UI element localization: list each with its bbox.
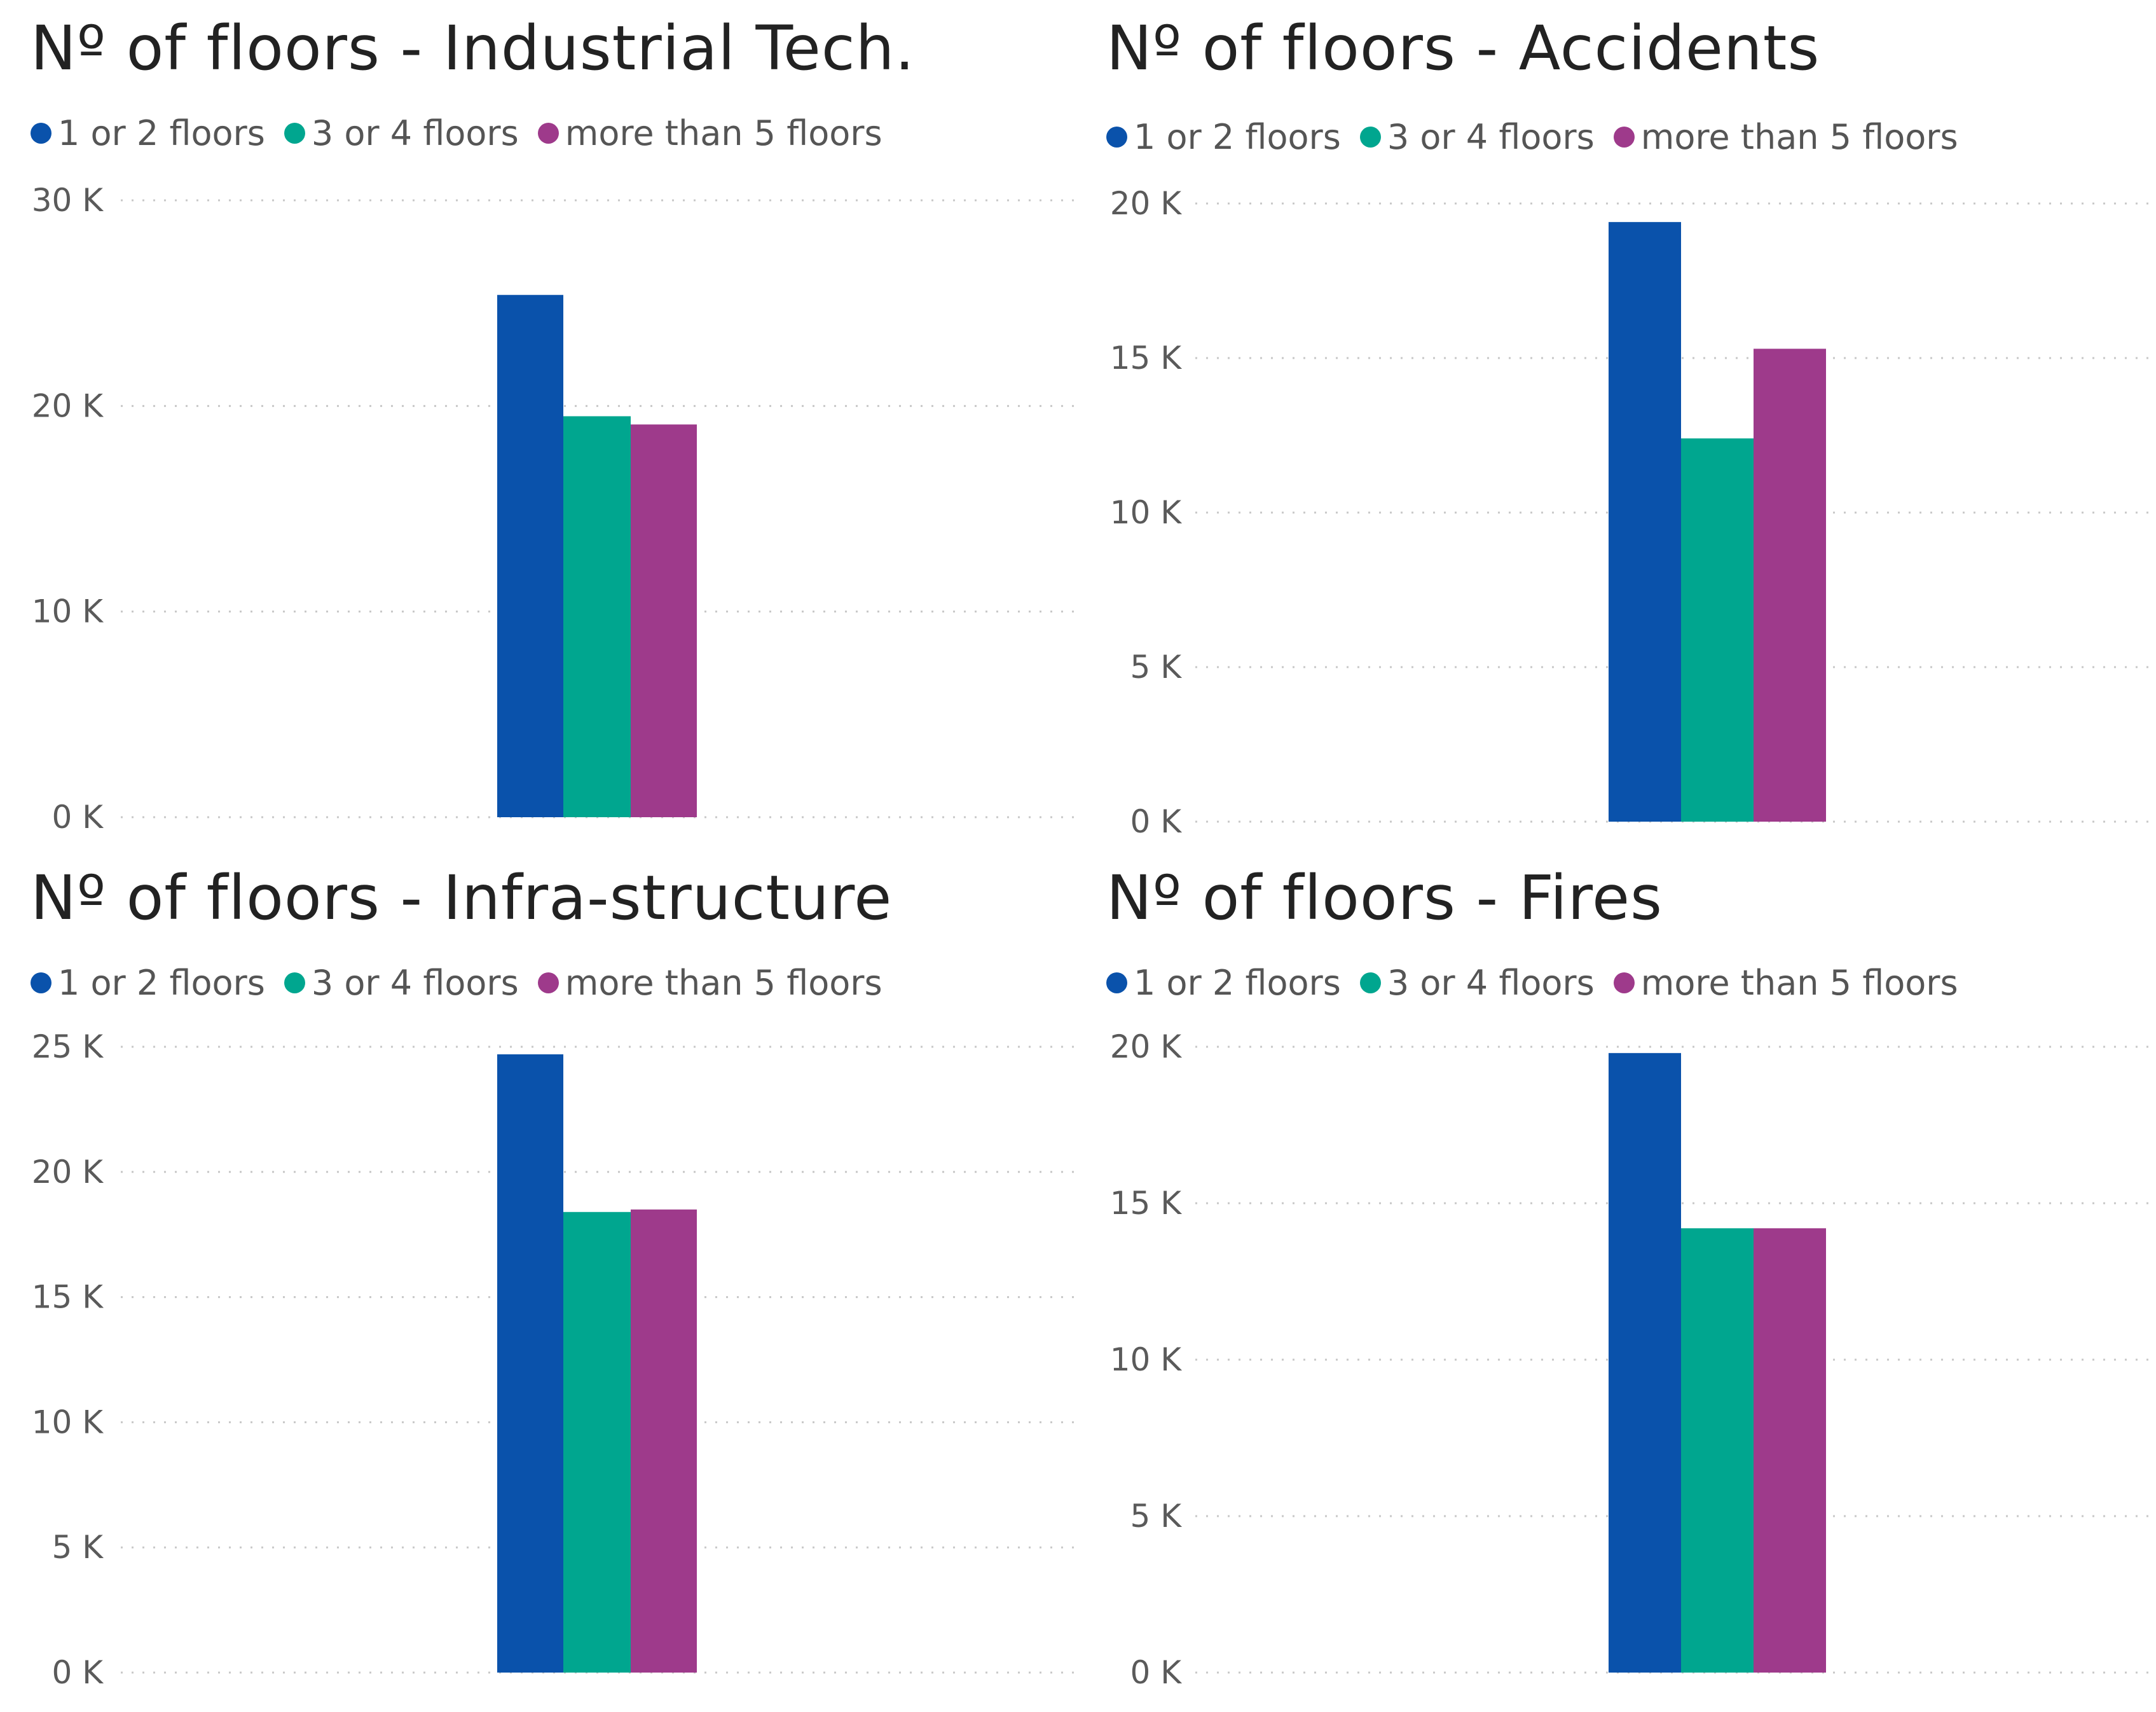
chart-plot: 0 K 5 K 10 K 15 K 20 K 25 K — [32, 1028, 1081, 1691]
chart-title: Nº of floors - Industrial Tech. — [31, 13, 915, 84]
y-tick-label: 15 K — [1110, 340, 1183, 376]
legend-dot-icon — [537, 123, 559, 144]
legend-dot-icon — [1359, 972, 1381, 993]
legend-dot-icon — [31, 123, 51, 144]
legend-dot-icon — [1106, 972, 1127, 993]
chart-title: Nº of floors - Infra-structure — [31, 862, 893, 934]
y-tick-label: 30 K — [32, 182, 104, 219]
legend-label: more than 5 floors — [565, 963, 882, 1003]
legend-item-more-than-5-floors[interactable]: more than 5 floors — [537, 113, 882, 153]
legend-dot-icon — [537, 972, 559, 993]
legend-dot-icon — [31, 972, 51, 993]
y-tick-label: 0 K — [52, 1654, 104, 1691]
chart-title: Nº of floors - Accidents — [1106, 13, 1820, 84]
legend-item-1-or-2-floors[interactable]: 1 or 2 floors — [31, 113, 265, 153]
legend-item-more-than-5-floors[interactable]: more than 5 floors — [537, 963, 882, 1003]
legend-dot-icon — [1613, 972, 1635, 993]
legend-label: 1 or 2 floors — [58, 963, 265, 1003]
bar-1-or-2-floors[interactable] — [497, 294, 563, 817]
chart-legend: 1 or 2 floors 3 or 4 floors more than 5 … — [1106, 117, 1977, 157]
bar-more-than-5-floors[interactable] — [1754, 349, 1826, 822]
legend-label: more than 5 floors — [1640, 117, 1958, 157]
bar-3-or-4-floors[interactable] — [1681, 1228, 1754, 1673]
bar-3-or-4-floors[interactable] — [563, 416, 631, 818]
chart-title: Nº of floors - Fires — [1106, 862, 1663, 934]
y-tick-label: 15 K — [1110, 1185, 1183, 1222]
bar-3-or-4-floors[interactable] — [1681, 438, 1754, 822]
legend-label: 3 or 4 floors — [1387, 963, 1595, 1003]
bar-more-than-5-floors[interactable] — [1754, 1228, 1826, 1673]
legend-dot-icon — [1359, 127, 1381, 148]
bar-3-or-4-floors[interactable] — [563, 1212, 631, 1673]
legend-dot-icon — [284, 123, 305, 144]
y-tick-label: 5 K — [52, 1529, 104, 1566]
chart-legend: 1 or 2 floors 3 or 4 floors more than 5 … — [1106, 963, 1977, 1003]
bar-1-or-2-floors[interactable] — [1609, 1053, 1681, 1673]
y-tick-label: 20 K — [32, 387, 104, 424]
bar-1-or-2-floors[interactable] — [497, 1054, 563, 1673]
y-tick-label: 0 K — [1130, 803, 1183, 840]
legend-item-1-or-2-floors[interactable]: 1 or 2 floors — [1106, 963, 1341, 1003]
legend-item-3-or-4-floors[interactable]: 3 or 4 floors — [284, 113, 519, 153]
legend-dot-icon — [1613, 127, 1635, 148]
chart-legend: 1 or 2 floors 3 or 4 floors more than 5 … — [31, 963, 902, 1003]
legend-label: 3 or 4 floors — [311, 963, 519, 1003]
legend-dot-icon — [1106, 127, 1127, 148]
chart-plot: 0 K 10 K 20 K 30 K — [32, 182, 1081, 836]
y-tick-label: 10 K — [32, 593, 104, 630]
legend-item-1-or-2-floors[interactable]: 1 or 2 floors — [1106, 117, 1341, 157]
legend-label: 1 or 2 floors — [58, 113, 265, 153]
y-tick-label: 10 K — [1110, 1341, 1183, 1378]
y-tick-label: 0 K — [1130, 1654, 1183, 1691]
y-tick-label: 5 K — [1130, 649, 1183, 686]
legend-item-more-than-5-floors[interactable]: more than 5 floors — [1613, 963, 1958, 1003]
y-tick-label: 5 K — [1130, 1498, 1183, 1535]
y-tick-label: 20 K — [1110, 185, 1183, 222]
y-tick-label: 10 K — [1110, 494, 1183, 531]
legend-item-3-or-4-floors[interactable]: 3 or 4 floors — [284, 963, 519, 1003]
legend-label: 3 or 4 floors — [1387, 117, 1595, 157]
legend-item-3-or-4-floors[interactable]: 3 or 4 floors — [1359, 963, 1595, 1003]
y-tick-label: 20 K — [1110, 1028, 1183, 1065]
y-tick-label: 0 K — [52, 799, 104, 836]
chart-legend: 1 or 2 floors 3 or 4 floors more than 5 … — [31, 113, 902, 153]
legend-item-3-or-4-floors[interactable]: 3 or 4 floors — [1359, 117, 1595, 157]
y-tick-label: 10 K — [32, 1404, 104, 1440]
legend-label: more than 5 floors — [565, 113, 882, 153]
bar-more-than-5-floors[interactable] — [631, 1209, 697, 1673]
legend-item-1-or-2-floors[interactable]: 1 or 2 floors — [31, 963, 265, 1003]
legend-label: 1 or 2 floors — [1134, 117, 1341, 157]
legend-dot-icon — [284, 972, 305, 993]
chart-plot: 0 K 5 K 10 K 15 K 20 K — [1110, 1028, 2156, 1691]
legend-label: 1 or 2 floors — [1134, 963, 1341, 1003]
legend-item-more-than-5-floors[interactable]: more than 5 floors — [1613, 117, 1958, 157]
legend-label: more than 5 floors — [1640, 963, 1958, 1003]
bar-1-or-2-floors[interactable] — [1609, 222, 1681, 822]
chart-plot: 0 K 5 K 10 K 15 K 20 K — [1110, 185, 2156, 840]
y-tick-label: 25 K — [32, 1028, 104, 1065]
bar-more-than-5-floors[interactable] — [631, 424, 697, 817]
y-tick-label: 15 K — [32, 1279, 104, 1316]
y-tick-label: 20 K — [32, 1154, 104, 1191]
legend-label: 3 or 4 floors — [311, 113, 519, 153]
